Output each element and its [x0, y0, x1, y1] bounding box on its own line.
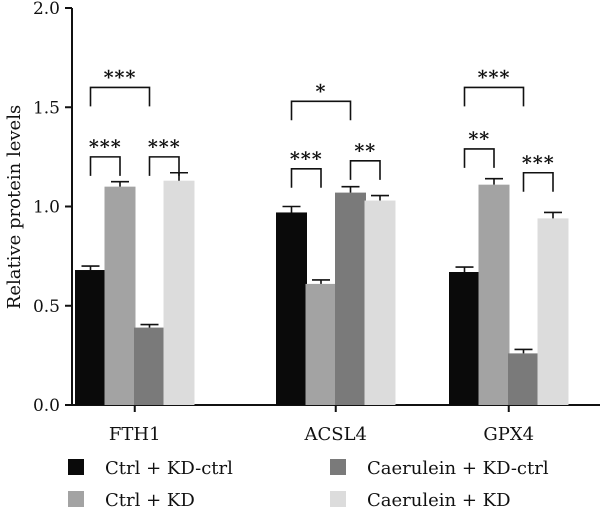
- legend-swatch: [330, 491, 346, 507]
- x-tick-label: GPX4: [483, 424, 534, 445]
- error-bar: [312, 279, 330, 284]
- y-tick-label: 1.0: [33, 198, 60, 218]
- error-bar: [111, 180, 129, 187]
- significance-bracket: [89, 156, 121, 176]
- error-bar: [282, 205, 301, 213]
- bar: [305, 283, 337, 405]
- bar: [449, 272, 480, 405]
- significance-label: *: [316, 80, 327, 102]
- significance-label: ***: [290, 148, 323, 170]
- significance-label: ***: [104, 66, 137, 88]
- error-bar: [455, 266, 474, 273]
- bar: [537, 218, 569, 405]
- y-axis: 0.0 0.5 1.0 1.5 2.0: [33, 0, 73, 416]
- bar: [75, 270, 106, 405]
- bar: [104, 186, 136, 405]
- significance-bracket: [148, 156, 180, 176]
- legend-label: Ctrl + KD-ctrl: [105, 458, 233, 479]
- bar: [508, 353, 539, 405]
- y-axis-label: Relative protein levels: [4, 105, 25, 309]
- error-bar: [140, 323, 159, 328]
- significance-label: **: [468, 128, 490, 150]
- y-tick-label: 1.5: [33, 98, 60, 118]
- significance-bracket: [463, 86, 525, 107]
- significance-label: ***: [89, 136, 122, 158]
- bars: [75, 180, 569, 405]
- bar: [163, 180, 195, 405]
- y-tick-label: 2.0: [33, 0, 60, 19]
- error-bar: [371, 194, 389, 201]
- bar: [134, 327, 165, 405]
- x-tick-label: FTH1: [109, 424, 161, 445]
- y-tick-label: 0.5: [33, 297, 60, 317]
- y-tick-label: 0.0: [33, 396, 60, 416]
- x-axis: FTH1 ACSL4 GPX4: [71, 404, 600, 445]
- error-bar: [544, 211, 562, 219]
- error-bar: [341, 185, 360, 193]
- significance-bracket: [463, 148, 495, 168]
- significance-label: **: [354, 140, 376, 162]
- bar: [478, 184, 510, 405]
- legend-swatch: [330, 459, 346, 475]
- significance-bracket: [522, 171, 554, 192]
- x-tick-label: ACSL4: [303, 424, 367, 445]
- error-bar: [514, 348, 533, 354]
- bar: [364, 200, 396, 405]
- significance-bracket: [89, 86, 151, 107]
- significance-bracket: [290, 100, 352, 121]
- significance-label: ***: [478, 66, 511, 88]
- legend-swatch: [68, 459, 84, 475]
- bar: [276, 212, 307, 405]
- error-bar: [81, 265, 100, 271]
- legend: Ctrl + KD-ctrl Ctrl + KD Caerulein + KD-ct…: [68, 458, 549, 511]
- legend-label: Caerulein + KD-ctrl: [367, 458, 549, 479]
- legend-label: Ctrl + KD: [105, 490, 195, 511]
- bar: [335, 192, 366, 405]
- significance-annotations: ****** ******* **********: [89, 66, 555, 192]
- significance-label: ***: [148, 136, 181, 158]
- significance-bracket: [349, 160, 381, 180]
- error-bar: [485, 177, 503, 185]
- significance-label: ***: [522, 152, 555, 174]
- legend-swatch: [68, 491, 84, 507]
- significance-bracket: [290, 167, 322, 188]
- legend-label: Caerulein + KD: [367, 490, 511, 511]
